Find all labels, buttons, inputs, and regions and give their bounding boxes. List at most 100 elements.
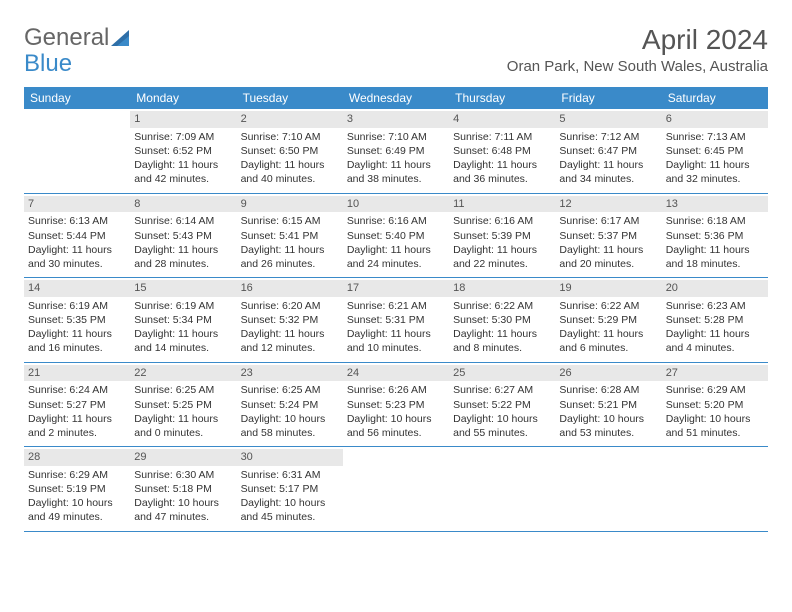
sunrise-text: Sunrise: 6:25 AM [134,383,232,397]
day-number: 16 [237,280,343,297]
sunset-text: Sunset: 6:50 PM [241,144,339,158]
sunrise-text: Sunrise: 6:13 AM [28,214,126,228]
daylight-text: Daylight: 11 hours and 42 minutes. [134,158,232,186]
sunset-text: Sunset: 5:25 PM [134,398,232,412]
logo-word-2: Blue [24,50,72,77]
sunrise-text: Sunrise: 6:30 AM [134,468,232,482]
day-number: 9 [237,196,343,213]
day-number: 18 [449,280,555,297]
daylight-text: Daylight: 10 hours and 58 minutes. [241,412,339,440]
day-cell: 19Sunrise: 6:22 AMSunset: 5:29 PMDayligh… [555,278,661,362]
day-cell: 14Sunrise: 6:19 AMSunset: 5:35 PMDayligh… [24,278,130,362]
sunset-text: Sunset: 5:27 PM [28,398,126,412]
daylight-text: Daylight: 11 hours and 6 minutes. [559,327,657,355]
dow-saturday: Saturday [662,87,768,109]
day-cell: 11Sunrise: 6:16 AMSunset: 5:39 PMDayligh… [449,194,555,278]
daylight-text: Daylight: 11 hours and 12 minutes. [241,327,339,355]
daylight-text: Daylight: 11 hours and 2 minutes. [28,412,126,440]
sunset-text: Sunset: 5:28 PM [666,313,764,327]
dow-wednesday: Wednesday [343,87,449,109]
day-cell: 23Sunrise: 6:25 AMSunset: 5:24 PMDayligh… [237,363,343,447]
sunset-text: Sunset: 6:49 PM [347,144,445,158]
sunset-text: Sunset: 5:22 PM [453,398,551,412]
logo-word-1: General [24,24,109,52]
day-cell: . [343,447,449,531]
sunrise-text: Sunrise: 6:19 AM [28,299,126,313]
sunrise-text: Sunrise: 7:09 AM [134,130,232,144]
sunset-text: Sunset: 5:24 PM [241,398,339,412]
day-number: 10 [343,196,449,213]
day-cell: 20Sunrise: 6:23 AMSunset: 5:28 PMDayligh… [662,278,768,362]
sunset-text: Sunset: 6:45 PM [666,144,764,158]
day-number: 29 [130,449,236,466]
day-number: 2 [237,111,343,128]
sunrise-text: Sunrise: 6:16 AM [453,214,551,228]
day-cell: 21Sunrise: 6:24 AMSunset: 5:27 PMDayligh… [24,363,130,447]
title-block: April 2024 Oran Park, New South Wales, A… [507,24,768,75]
day-cell: 9Sunrise: 6:15 AMSunset: 5:41 PMDaylight… [237,194,343,278]
day-cell: 10Sunrise: 6:16 AMSunset: 5:40 PMDayligh… [343,194,449,278]
header: General April 2024 Oran Park, New South … [24,24,768,75]
sunset-text: Sunset: 5:37 PM [559,229,657,243]
daylight-text: Daylight: 11 hours and 22 minutes. [453,243,551,271]
day-cell: 4Sunrise: 7:11 AMSunset: 6:48 PMDaylight… [449,109,555,193]
daylight-text: Daylight: 10 hours and 45 minutes. [241,496,339,524]
dow-tuesday: Tuesday [237,87,343,109]
sunrise-text: Sunrise: 6:20 AM [241,299,339,313]
day-number: 26 [555,365,661,382]
day-cell: 13Sunrise: 6:18 AMSunset: 5:36 PMDayligh… [662,194,768,278]
day-number: 17 [343,280,449,297]
sunrise-text: Sunrise: 6:27 AM [453,383,551,397]
calendar: Sunday Monday Tuesday Wednesday Thursday… [24,87,768,532]
sunrise-text: Sunrise: 6:29 AM [666,383,764,397]
sunset-text: Sunset: 5:36 PM [666,229,764,243]
sunrise-text: Sunrise: 6:16 AM [347,214,445,228]
day-number: 21 [24,365,130,382]
day-number: 8 [130,196,236,213]
day-cell: 25Sunrise: 6:27 AMSunset: 5:22 PMDayligh… [449,363,555,447]
day-cell: 15Sunrise: 6:19 AMSunset: 5:34 PMDayligh… [130,278,236,362]
day-number: 11 [449,196,555,213]
sunrise-text: Sunrise: 7:10 AM [241,130,339,144]
sunrise-text: Sunrise: 6:24 AM [28,383,126,397]
sunset-text: Sunset: 5:44 PM [28,229,126,243]
sunrise-text: Sunrise: 6:23 AM [666,299,764,313]
daylight-text: Daylight: 11 hours and 0 minutes. [134,412,232,440]
daylight-text: Daylight: 11 hours and 24 minutes. [347,243,445,271]
daylight-text: Daylight: 10 hours and 49 minutes. [28,496,126,524]
daylight-text: Daylight: 11 hours and 34 minutes. [559,158,657,186]
day-cell: 17Sunrise: 6:21 AMSunset: 5:31 PMDayligh… [343,278,449,362]
dow-thursday: Thursday [449,87,555,109]
location: Oran Park, New South Wales, Australia [507,58,768,75]
sunset-text: Sunset: 5:29 PM [559,313,657,327]
dow-monday: Monday [130,87,236,109]
day-cell: 2 Sunrise: 7:10 AMSunset: 6:50 PMDaylight… [237,109,343,193]
week-row: 7Sunrise: 6:13 AMSunset: 5:44 PM Daylight… [24,194,768,279]
sunset-text: Sunset: 5:43 PM [134,229,232,243]
day-cell: 27Sunrise: 6:29 AMSunset: 5:20 PMDayligh… [662,363,768,447]
day-cell: 3Sunrise: 7:10 AMSunset: 6:49 PMDaylight… [343,109,449,193]
sunrise-text: Sunrise: 7:11 AM [453,130,551,144]
daylight-text: Daylight: 11 hours and 10 minutes. [347,327,445,355]
sunrise-text: Sunrise: 7:13 AM [666,130,764,144]
sunrise-text: Sunrise: 6:14 AM [134,214,232,228]
day-cell: 22Sunrise: 6:25 AMSunset: 5:25 PMDayligh… [130,363,236,447]
sunrise-text: Sunrise: 6:15 AM [241,214,339,228]
daylight-text: Daylight: 11 hours and 40 minutes. [241,158,339,186]
day-number: 5 [555,111,661,128]
sunrise-text: Sunrise: 6:26 AM [347,383,445,397]
day-number: 13 [662,196,768,213]
sunset-text: Sunset: 5:18 PM [134,482,232,496]
day-of-week-header: Sunday Monday Tuesday Wednesday Thursday… [24,87,768,109]
daylight-text: Daylight: 10 hours and 47 minutes. [134,496,232,524]
sunset-text: Sunset: 5:19 PM [28,482,126,496]
daylight-text: Daylight: 11 hours and 16 minutes. [28,327,126,355]
sunrise-text: Sunrise: 6:21 AM [347,299,445,313]
daylight-text: Daylight: 11 hours and 38 minutes. [347,158,445,186]
sunset-text: Sunset: 5:39 PM [453,229,551,243]
sunset-text: Sunset: 6:47 PM [559,144,657,158]
day-cell: 18Sunrise: 6:22 AMSunset: 5:30 PMDayligh… [449,278,555,362]
daylight-text: Daylight: 10 hours and 56 minutes. [347,412,445,440]
day-number: 7 [24,196,130,213]
day-cell: 6Sunrise: 7:13 AMSunset: 6:45 PMDaylight… [662,109,768,193]
